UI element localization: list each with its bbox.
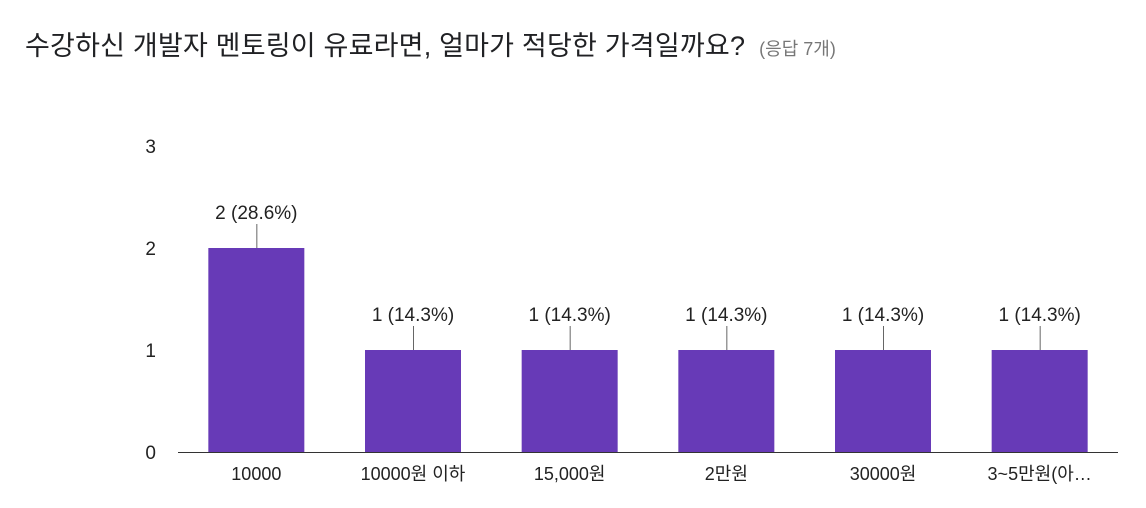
bar[interactable] [521, 350, 618, 452]
y-tick-label: 0 [145, 443, 156, 464]
x-tick-label: 10000원 이하 [361, 464, 466, 484]
data-label: 1 (14.3%) [685, 305, 767, 326]
y-tick-label: 3 [145, 137, 156, 158]
x-tick-label: 15,000원 [534, 464, 606, 484]
x-tick-label: 2만원 [705, 464, 748, 484]
bar[interactable] [835, 350, 931, 452]
chart-header: 수강하신 개발자 멘토링이 유료라면, 얼마가 적당한 가격일까요? (응답 7… [25, 24, 836, 63]
data-label: 1 (14.3%) [842, 305, 924, 326]
bar[interactable] [991, 350, 1088, 452]
x-tick-label: 10000 [231, 464, 281, 484]
response-count: (응답 7개) [759, 39, 836, 59]
bar[interactable] [208, 248, 305, 452]
data-label: 1 (14.3%) [528, 305, 610, 326]
y-tick-label: 2 [145, 239, 156, 260]
bar[interactable] [365, 350, 461, 452]
bar[interactable] [678, 350, 775, 452]
chart-title: 수강하신 개발자 멘토링이 유료라면, 얼마가 적당한 가격일까요? [25, 31, 746, 61]
data-label: 1 (14.3%) [372, 305, 454, 326]
data-label: 1 (14.3%) [998, 305, 1080, 326]
x-tick-label: 3~5만원(아… [988, 464, 1092, 484]
y-tick-label: 1 [145, 341, 156, 362]
data-label: 2 (28.6%) [215, 203, 297, 224]
x-tick-label: 30000원 [850, 464, 917, 484]
